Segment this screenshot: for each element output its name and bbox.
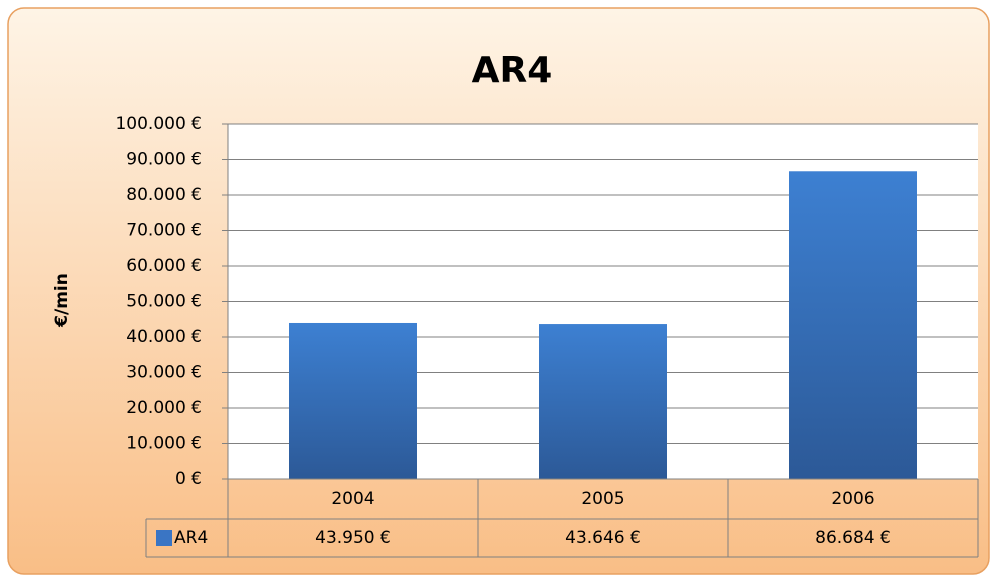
y-tick-label: 100.000 € bbox=[115, 114, 202, 134]
x-tick-label: 2006 bbox=[831, 489, 874, 509]
y-tick-label: 30.000 € bbox=[126, 363, 202, 383]
bar bbox=[789, 171, 917, 480]
table-value: 43.950 € bbox=[315, 528, 391, 548]
y-tick-label: 70.000 € bbox=[126, 221, 202, 241]
table-value: 86.684 € bbox=[815, 528, 891, 548]
bar bbox=[289, 322, 417, 479]
y-tick-label: 80.000 € bbox=[126, 185, 202, 205]
y-tick-label: 10.000 € bbox=[126, 434, 202, 454]
y-axis-label: €/min bbox=[52, 273, 72, 328]
x-tick-label: 2004 bbox=[331, 489, 374, 509]
y-tick-label: 20.000 € bbox=[126, 398, 202, 418]
y-tick-label: 90.000 € bbox=[126, 150, 202, 170]
chart-title: AR4 bbox=[472, 50, 553, 91]
y-tick-label: 40.000 € bbox=[126, 327, 202, 347]
y-tick-label: 50.000 € bbox=[126, 292, 202, 312]
legend-label: AR4 bbox=[174, 528, 208, 548]
y-tick-label: 60.000 € bbox=[126, 256, 202, 276]
x-tick-label: 2005 bbox=[581, 489, 624, 509]
table-value: 43.646 € bbox=[565, 528, 641, 548]
legend-key bbox=[156, 530, 172, 546]
bar bbox=[539, 324, 667, 479]
y-tick-label: 0 € bbox=[175, 469, 202, 489]
